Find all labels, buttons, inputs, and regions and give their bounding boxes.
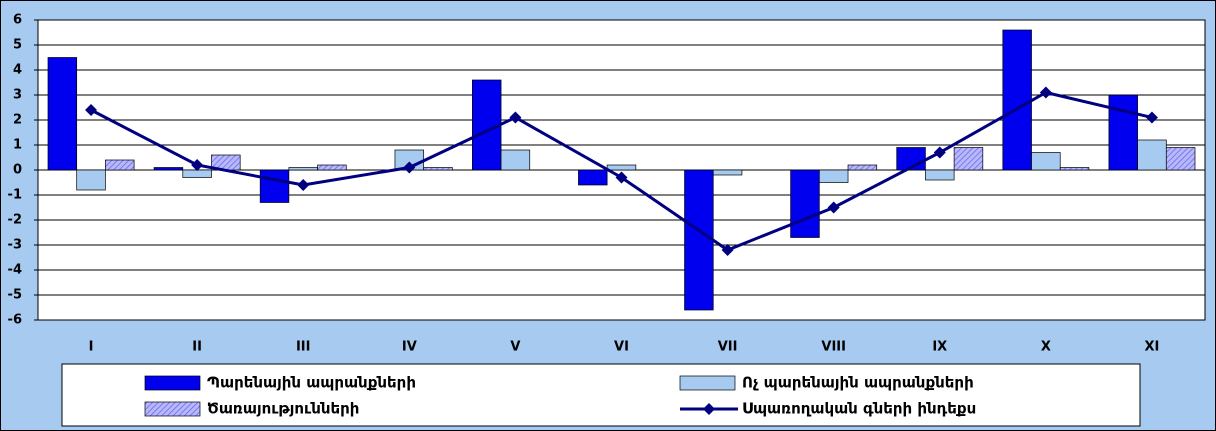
legend-label: Սպառողական գների ինդեքս: [742, 400, 976, 418]
marker: [191, 159, 204, 171]
marker: [721, 244, 734, 256]
legend-marker: [703, 403, 715, 415]
y-tick-label: -6: [8, 313, 22, 328]
legend-swatch: [679, 375, 736, 391]
x-tick-label: VI: [614, 340, 629, 355]
bar: [259, 169, 290, 203]
legend-label: Ծառայությունների: [207, 400, 359, 418]
bar: [105, 159, 135, 171]
marker: [297, 179, 310, 191]
bar: [1031, 152, 1061, 171]
bar: [76, 169, 106, 191]
x-tick-label: III: [296, 340, 311, 355]
bar: [153, 167, 184, 171]
x-tick-label: V: [510, 340, 520, 355]
bar: [925, 169, 955, 181]
bar: [1137, 139, 1167, 171]
y-tick-label: 5: [13, 38, 22, 53]
marker: [1039, 86, 1052, 99]
marker: [1145, 111, 1158, 124]
bar: [790, 169, 820, 238]
y-tick-label: -2: [8, 213, 22, 228]
marker: [615, 171, 628, 184]
x-tick-label: IV: [402, 340, 417, 355]
bar: [1165, 147, 1196, 171]
bar: [818, 169, 849, 183]
bar: [423, 167, 453, 171]
bar: [1002, 29, 1032, 171]
bar: [47, 57, 78, 171]
bar: [500, 149, 531, 171]
y-tick-label: -3: [8, 238, 22, 253]
y-tick-label: 1: [13, 138, 22, 153]
y-tick-label: -4: [8, 263, 22, 278]
x-tick-label: X: [1041, 340, 1051, 355]
bar: [182, 169, 212, 178]
x-tick-label: XI: [1145, 340, 1160, 355]
x-tick-label: VII: [718, 340, 738, 355]
marker: [509, 111, 522, 124]
legend-label: Ոչ պարենային ապրանքների: [742, 374, 974, 392]
bar: [288, 167, 318, 171]
x-tick-label: I: [89, 340, 94, 355]
legend-swatch: [144, 401, 201, 417]
marker: [403, 161, 416, 174]
y-tick-label: 6: [13, 13, 22, 28]
y-tick-label: -5: [8, 288, 22, 303]
legend-label: Պարենային ապրանքների: [207, 374, 416, 392]
bar: [578, 169, 608, 186]
legend-box: [61, 363, 1141, 427]
y-tick-label: 4: [13, 63, 22, 78]
bar: [847, 164, 878, 171]
y-tick-label: 0: [13, 163, 22, 178]
bar: [606, 164, 637, 171]
bar: [1059, 167, 1090, 171]
x-tick-label: VIII: [821, 340, 846, 355]
bar: [712, 169, 743, 176]
marker: [85, 104, 98, 116]
bar: [1108, 94, 1138, 171]
y-tick-label: 3: [13, 88, 22, 103]
bar: [317, 164, 347, 171]
bar: [684, 169, 714, 311]
bar: [953, 147, 984, 171]
x-tick-label: II: [192, 340, 202, 355]
marker: [827, 201, 840, 214]
x-tick-label: IX: [932, 340, 947, 355]
marker: [933, 146, 946, 159]
legend-swatch: [144, 375, 201, 391]
y-tick-label: -1: [8, 188, 22, 203]
y-tick-label: 2: [13, 113, 22, 128]
